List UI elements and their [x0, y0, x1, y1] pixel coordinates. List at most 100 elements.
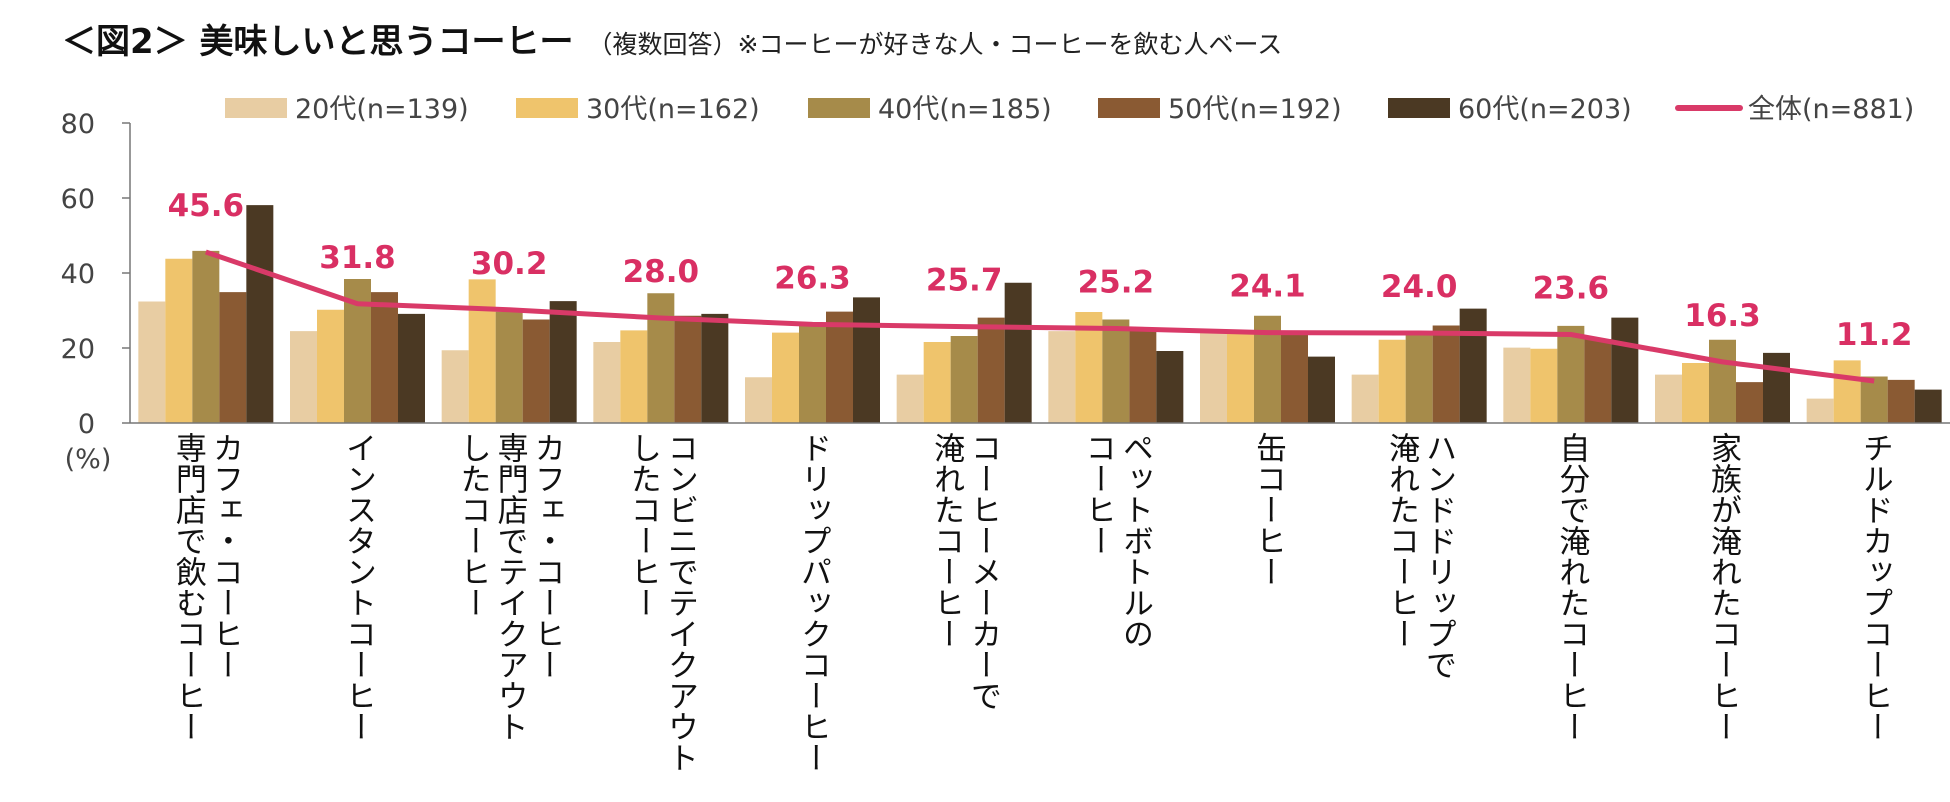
category-label: ペットボトルの コーヒー [1079, 432, 1153, 649]
category-label: 缶コーヒー [1250, 432, 1286, 587]
title-sub: （複数回答） [587, 30, 738, 59]
bar-50代 [522, 319, 550, 423]
bar-50代 [1432, 325, 1460, 423]
bar-20代 [441, 350, 469, 423]
bar-50代 [1887, 379, 1915, 423]
bar-60代 [1914, 389, 1942, 423]
bar-60代 [246, 205, 274, 423]
bar-40代 [192, 250, 220, 423]
bar-50代 [219, 292, 247, 423]
legend-swatch [1388, 98, 1450, 118]
category-label: カフェ・コーヒー 専門店で飲むコーヒー [169, 432, 243, 742]
bar-20代 [1806, 398, 1834, 423]
bar-20代 [896, 374, 924, 423]
bar-20代 [593, 342, 621, 423]
bar-40代 [1557, 325, 1585, 423]
bar-50代 [1281, 333, 1308, 423]
bar-60代 [701, 313, 729, 423]
bar-20代 [1048, 331, 1076, 423]
bar-30代 [1227, 332, 1254, 423]
bar-50代 [826, 311, 853, 423]
total-line [205, 249, 1875, 384]
bar-60代 [1156, 351, 1184, 423]
bar-30代 [317, 309, 344, 423]
bar-30代 [1378, 339, 1406, 423]
bar-20代 [745, 377, 772, 423]
category-label: チルドカップコーヒー [1856, 432, 1893, 742]
category-label: 自分で淹れたコーヒー [1553, 432, 1590, 742]
bar-30代 [620, 330, 648, 423]
y-tick-label: 40 [61, 259, 95, 290]
total-value-label: 28.0 [623, 254, 700, 290]
bar-60代 [1459, 308, 1487, 423]
bar-20代 [1351, 374, 1379, 423]
bar-40代 [1405, 331, 1433, 423]
legend-label: 50代(n=192) [1168, 94, 1342, 125]
legend-swatch [808, 98, 870, 118]
bar-20代 [290, 331, 317, 423]
bar-20代 [1200, 331, 1227, 423]
total-value-label: 25.2 [1078, 265, 1155, 301]
category-label: カフェ・コーヒー 専門店でテイクアウト したコーヒー [454, 432, 565, 742]
bar-30代 [772, 332, 799, 423]
bar-60代 [853, 297, 880, 423]
bar-50代 [371, 292, 398, 423]
category-label: コンビニでテイクアウト したコーヒー [624, 432, 698, 773]
bar-30代 [1682, 363, 1709, 423]
total-value-label: 31.8 [319, 240, 396, 276]
bar-60代 [1611, 317, 1639, 423]
bar-60代 [1308, 356, 1335, 423]
title-main: ＜図2＞ 美味しいと思うコーヒー [62, 22, 574, 62]
category-label: インスタントコーヒー [340, 432, 376, 742]
y-unit-label: (%) [65, 444, 112, 475]
legend-swatch [1098, 98, 1160, 118]
bar-60代 [549, 301, 577, 423]
bar-60代 [1763, 352, 1790, 423]
y-tick-label: 0 [78, 409, 95, 440]
category-label: ドリップパックコーヒー [795, 432, 831, 773]
bar-60代 [1004, 282, 1032, 423]
bar-60代 [398, 313, 425, 423]
chart-title: ＜図2＞ 美味しいと思うコーヒー （複数回答）※コーヒーが好きな人・コーヒーを飲む… [62, 14, 1282, 63]
total-value-label: 24.1 [1229, 269, 1306, 305]
bar-30代 [923, 342, 951, 423]
total-value-label: 25.7 [926, 263, 1003, 299]
total-value-label: 30.2 [471, 246, 548, 282]
y-tick-label: 80 [61, 109, 95, 140]
total-value-label: 16.3 [1684, 298, 1761, 334]
bar-50代 [1584, 339, 1612, 423]
bar-30代 [1833, 360, 1861, 423]
total-value-label: 24.0 [1381, 269, 1458, 305]
category-label: ハンドドリップで 淹れたコーヒー [1383, 432, 1457, 680]
bar-50代 [977, 317, 1005, 423]
legend-label: 30代(n=162) [586, 94, 760, 125]
category-label: 家族が淹れたコーヒー [1705, 432, 1741, 742]
total-value-label: 26.3 [774, 260, 851, 296]
legend-label: 40代(n=185) [878, 94, 1052, 125]
legend-label: 全体(n=881) [1748, 94, 1914, 125]
bar-40代 [799, 325, 826, 423]
bar-30代 [165, 258, 193, 423]
bar-40代 [495, 311, 523, 423]
total-value-label: 11.2 [1836, 317, 1913, 353]
bar-50代 [674, 315, 702, 423]
total-value-label: 45.6 [168, 188, 245, 224]
bar-40代 [1102, 319, 1130, 423]
bar-20代 [1655, 374, 1682, 423]
bar-40代 [1709, 339, 1736, 423]
bar-50代 [1129, 329, 1157, 423]
bar-30代 [468, 279, 496, 423]
bar-40代 [647, 293, 675, 423]
bar-30代 [1530, 348, 1558, 423]
bar-20代 [138, 301, 166, 423]
y-tick-label: 60 [61, 184, 95, 215]
y-tick-label: 20 [61, 334, 95, 365]
legend-swatch [516, 98, 578, 118]
bar-50代 [1736, 382, 1763, 423]
bar-40代 [950, 336, 978, 423]
title-note: ※コーヒーが好きな人・コーヒーを飲む人ベース [737, 30, 1283, 59]
category-label: コーヒーメーカーで 淹れたコーヒー [928, 432, 1002, 711]
total-value-label: 23.6 [1533, 271, 1610, 307]
bar-20代 [1503, 347, 1531, 423]
